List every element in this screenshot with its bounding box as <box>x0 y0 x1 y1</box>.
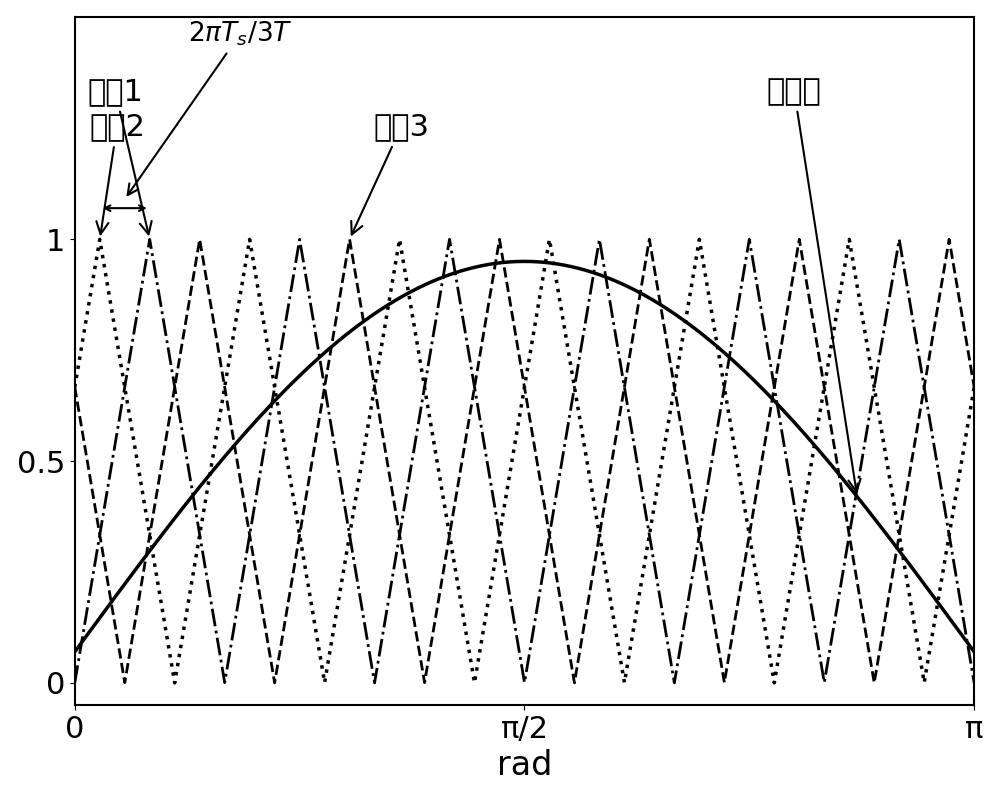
Text: 载波1: 载波1 <box>87 78 152 234</box>
Text: 载波2: 载波2 <box>89 113 145 234</box>
Text: 调制波: 调制波 <box>767 78 861 491</box>
Text: 载波3: 载波3 <box>351 113 429 235</box>
Text: $2\pi T_s/3T$: $2\pi T_s/3T$ <box>128 20 292 195</box>
X-axis label: rad: rad <box>497 749 552 782</box>
